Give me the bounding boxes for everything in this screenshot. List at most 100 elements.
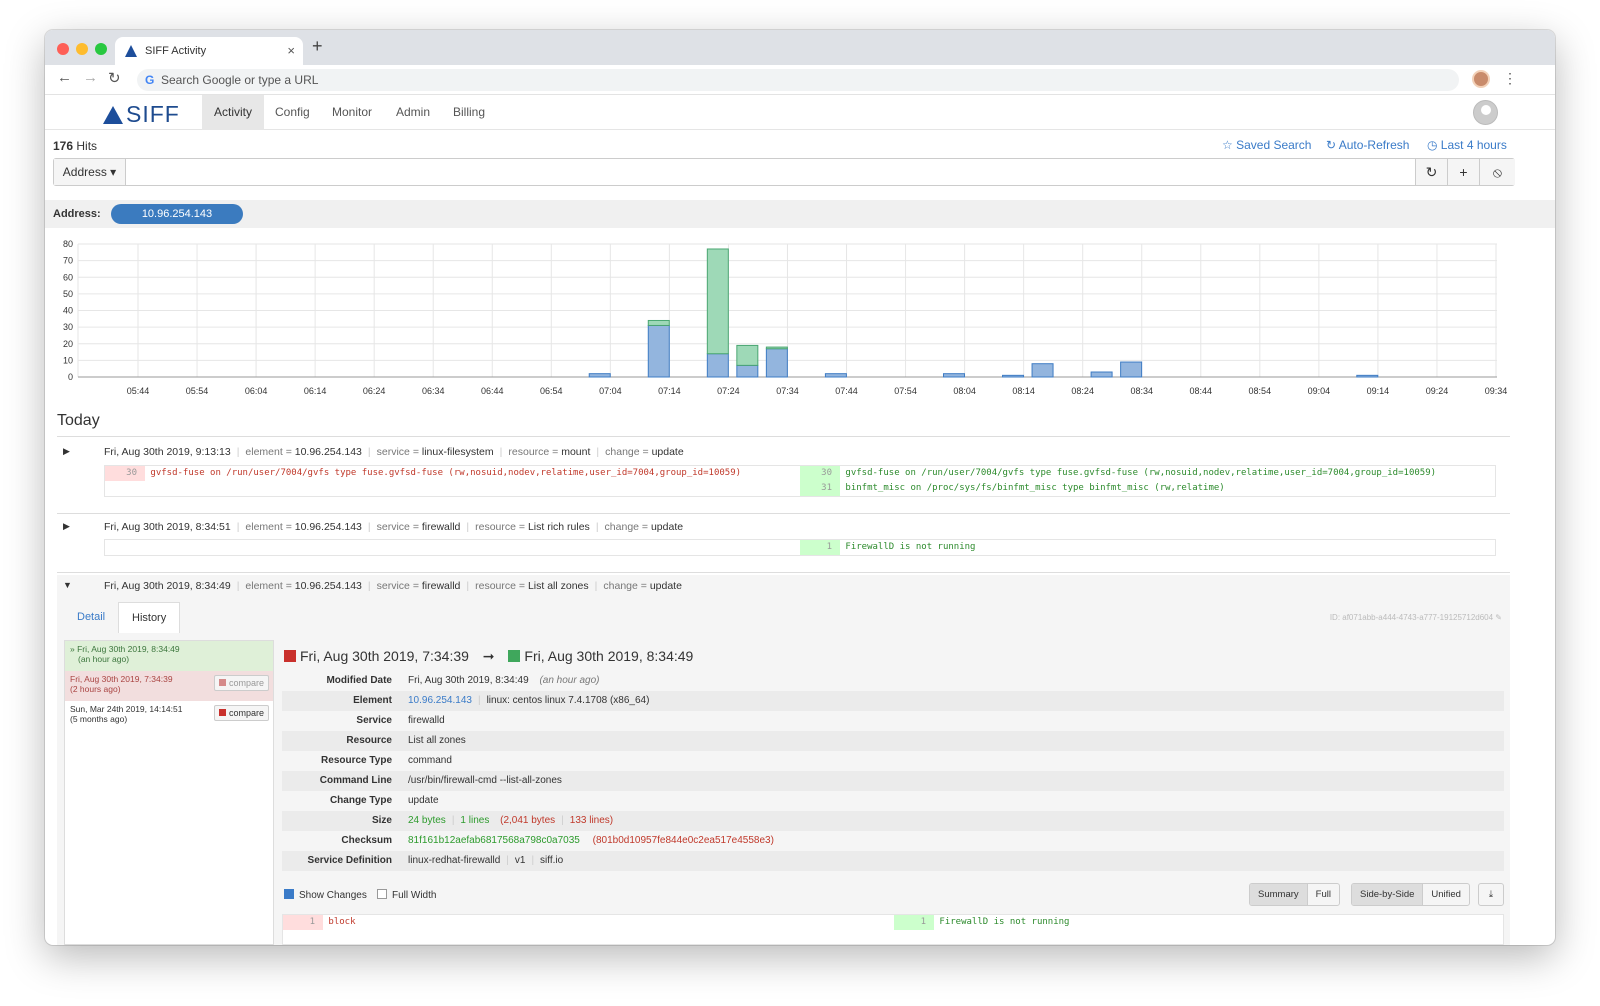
element-link[interactable]: 10.96.254.143	[408, 695, 472, 706]
compare-button[interactable]: compare	[213, 675, 269, 691]
event-change: update	[650, 521, 684, 533]
nav-monitor[interactable]: Monitor	[332, 105, 373, 119]
window-maximize-button[interactable]	[95, 43, 107, 55]
event-time: Fri, Aug 30th 2019, 8:34:49	[104, 580, 231, 592]
event-element: 10.96.254.143	[294, 521, 362, 533]
address-placeholder: Search Google or type a URL	[161, 73, 319, 87]
bar-blue	[1356, 374, 1379, 378]
compare-to: Fri, Aug 30th 2019, 8:34:49	[524, 648, 694, 664]
detail-row-command-line: Command Line/usr/bin/firewall-cmd --list…	[282, 771, 1504, 791]
tab-history[interactable]: History	[118, 602, 181, 633]
expand-caret-icon[interactable]: ▶	[63, 521, 70, 531]
event-service: firewalld	[421, 521, 461, 533]
collapse-caret-icon[interactable]: ▼	[63, 580, 72, 590]
divider	[57, 513, 1510, 514]
siff-logo-mark-icon	[103, 106, 123, 124]
event-change: update	[651, 446, 684, 458]
chart-grid	[77, 243, 1497, 378]
detail-row-size: Size 24 bytes | 1 lines (2,041 bytes | 133 li…	[282, 811, 1504, 831]
window-close-button[interactable]	[57, 43, 69, 55]
x-tick-label: 06:34	[422, 386, 445, 396]
history-item-current[interactable]: » Fri, Aug 30th 2019, 8:34:49 (an hour a…	[65, 641, 273, 671]
history-list: » Fri, Aug 30th 2019, 8:34:49 (an hour a…	[64, 640, 274, 945]
unified-button[interactable]: Unified	[1431, 889, 1461, 900]
history-item[interactable]: Sun, Mar 24th 2019, 14:14:51 (5 months a…	[65, 701, 273, 731]
event-resource: List all zones	[527, 580, 589, 592]
profile-avatar[interactable]	[1472, 70, 1490, 88]
x-tick-label: 06:04	[245, 386, 268, 396]
filter-label: Address:	[53, 208, 101, 220]
diff-added-line: 1 FirewallD is not running	[800, 540, 975, 555]
y-tick-label: 20	[63, 339, 73, 349]
nav-activity[interactable]: Activity	[202, 95, 265, 130]
x-tick-label: 06:54	[540, 386, 563, 396]
compare-title: Fri, Aug 30th 2019, 7:34:39 ➞ Fri, Aug 3…	[284, 648, 693, 665]
full-width-checkbox[interactable]: Full Width	[377, 889, 436, 901]
divider	[57, 572, 1510, 573]
browser-menu-icon[interactable]: ⋮	[1503, 70, 1517, 86]
search-bar: Address ▾ ↻ + ⦸	[53, 158, 1515, 186]
event-header: Fri, Aug 30th 2019, 9:13:13 | element = 10…	[104, 446, 684, 458]
refresh-button[interactable]: ↻	[1415, 159, 1447, 185]
x-tick-label: 09:24	[1426, 386, 1449, 396]
side-by-side-button[interactable]: Side-by-Side	[1352, 884, 1424, 905]
clear-search-button[interactable]: ⦸	[1479, 159, 1515, 185]
event-header: Fri, Aug 30th 2019, 8:34:51 | element = 10…	[104, 521, 684, 533]
user-avatar[interactable]	[1473, 100, 1498, 125]
browser-toolbar: ← → ↻ G Search Google or type a URL ⋮	[45, 65, 1555, 95]
field-dropdown[interactable]: Address ▾	[54, 159, 126, 185]
back-arrow-icon[interactable]: ←	[57, 69, 72, 86]
event-header: Fri, Aug 30th 2019, 8:34:49 | element = 10…	[104, 580, 682, 592]
event-resource: List rich rules	[527, 521, 590, 533]
time-range-link[interactable]: ◷ Last 4 hours	[1427, 138, 1507, 152]
x-tick-label: 07:14	[658, 386, 681, 396]
history-item[interactable]: Fri, Aug 30th 2019, 7:34:39 (2 hours ago…	[65, 671, 273, 701]
bar-blue	[1120, 361, 1143, 378]
detail-panel: Fri, Aug 30th 2019, 7:34:39 ➞ Fri, Aug 3…	[282, 640, 1507, 945]
to-color-icon	[508, 650, 521, 662]
reload-icon[interactable]: ↻	[108, 70, 121, 87]
download-button[interactable]: ⤓	[1478, 883, 1504, 906]
auto-refresh-link[interactable]: ↻ Auto-Refresh	[1326, 138, 1410, 152]
bar-blue	[706, 353, 729, 378]
saved-search-link[interactable]: ☆ Saved Search	[1222, 138, 1312, 152]
detail-row-service: Service firewalld	[282, 711, 1504, 731]
x-tick-label: 07:44	[835, 386, 858, 396]
edit-icon[interactable]: ✎	[1495, 613, 1502, 622]
tab-close-icon[interactable]: ×	[287, 43, 295, 58]
nav-billing[interactable]: Billing	[453, 105, 486, 119]
siff-logo[interactable]: SIFF	[103, 101, 180, 128]
browser-tab[interactable]: SIFF Activity ×	[115, 37, 303, 65]
nav-config[interactable]: Config	[275, 105, 310, 119]
tab-detail[interactable]: Detail	[77, 611, 106, 623]
nav-admin[interactable]: Admin	[396, 105, 431, 119]
x-tick-label: 06:14	[304, 386, 327, 396]
from-color-icon	[284, 650, 296, 662]
add-filter-button[interactable]: +	[1447, 159, 1479, 185]
y-tick-label: 50	[63, 289, 73, 299]
chart-x-axis: 05:44 05:54 06:04 06:14 06:24 06:34 06:44 06:54…	[127, 386, 1508, 396]
event-element: 10.96.254.143	[294, 580, 362, 592]
detail-row-change-type: Change Type update	[282, 791, 1504, 811]
address-filter-pill[interactable]: 10.96.254.143	[111, 204, 243, 224]
record-id: ID: af071abb-a444-4743-a777-19125712d604…	[1329, 613, 1502, 622]
diff-removed-line: 30 gvfsd-fuse on /run/user/7004/gvfs typ…	[105, 466, 741, 481]
compare-button[interactable]: compare	[213, 705, 269, 721]
event-change: update	[649, 580, 682, 592]
summary-button[interactable]: Summary	[1250, 884, 1308, 905]
expand-caret-icon[interactable]: ▶	[63, 446, 70, 456]
address-bar[interactable]: G Search Google or type a URL	[137, 69, 1459, 91]
x-tick-label: 07:34	[776, 386, 799, 396]
x-tick-label: 08:24	[1071, 386, 1094, 396]
forward-arrow-icon[interactable]: →	[83, 69, 98, 86]
show-changes-checkbox[interactable]: Show Changes	[284, 889, 367, 901]
window-minimize-button[interactable]	[76, 43, 88, 55]
download-icon: ⤓	[1488, 889, 1494, 900]
new-tab-button[interactable]: +	[312, 36, 323, 56]
full-button[interactable]: Full	[1315, 889, 1331, 900]
detail-row-resource-type: Resource Type command	[282, 751, 1504, 771]
bar-blue	[1031, 363, 1054, 378]
arrow-icon: ➞	[482, 648, 495, 664]
y-tick-label: 0	[68, 372, 73, 382]
chart-bars	[588, 248, 1379, 378]
